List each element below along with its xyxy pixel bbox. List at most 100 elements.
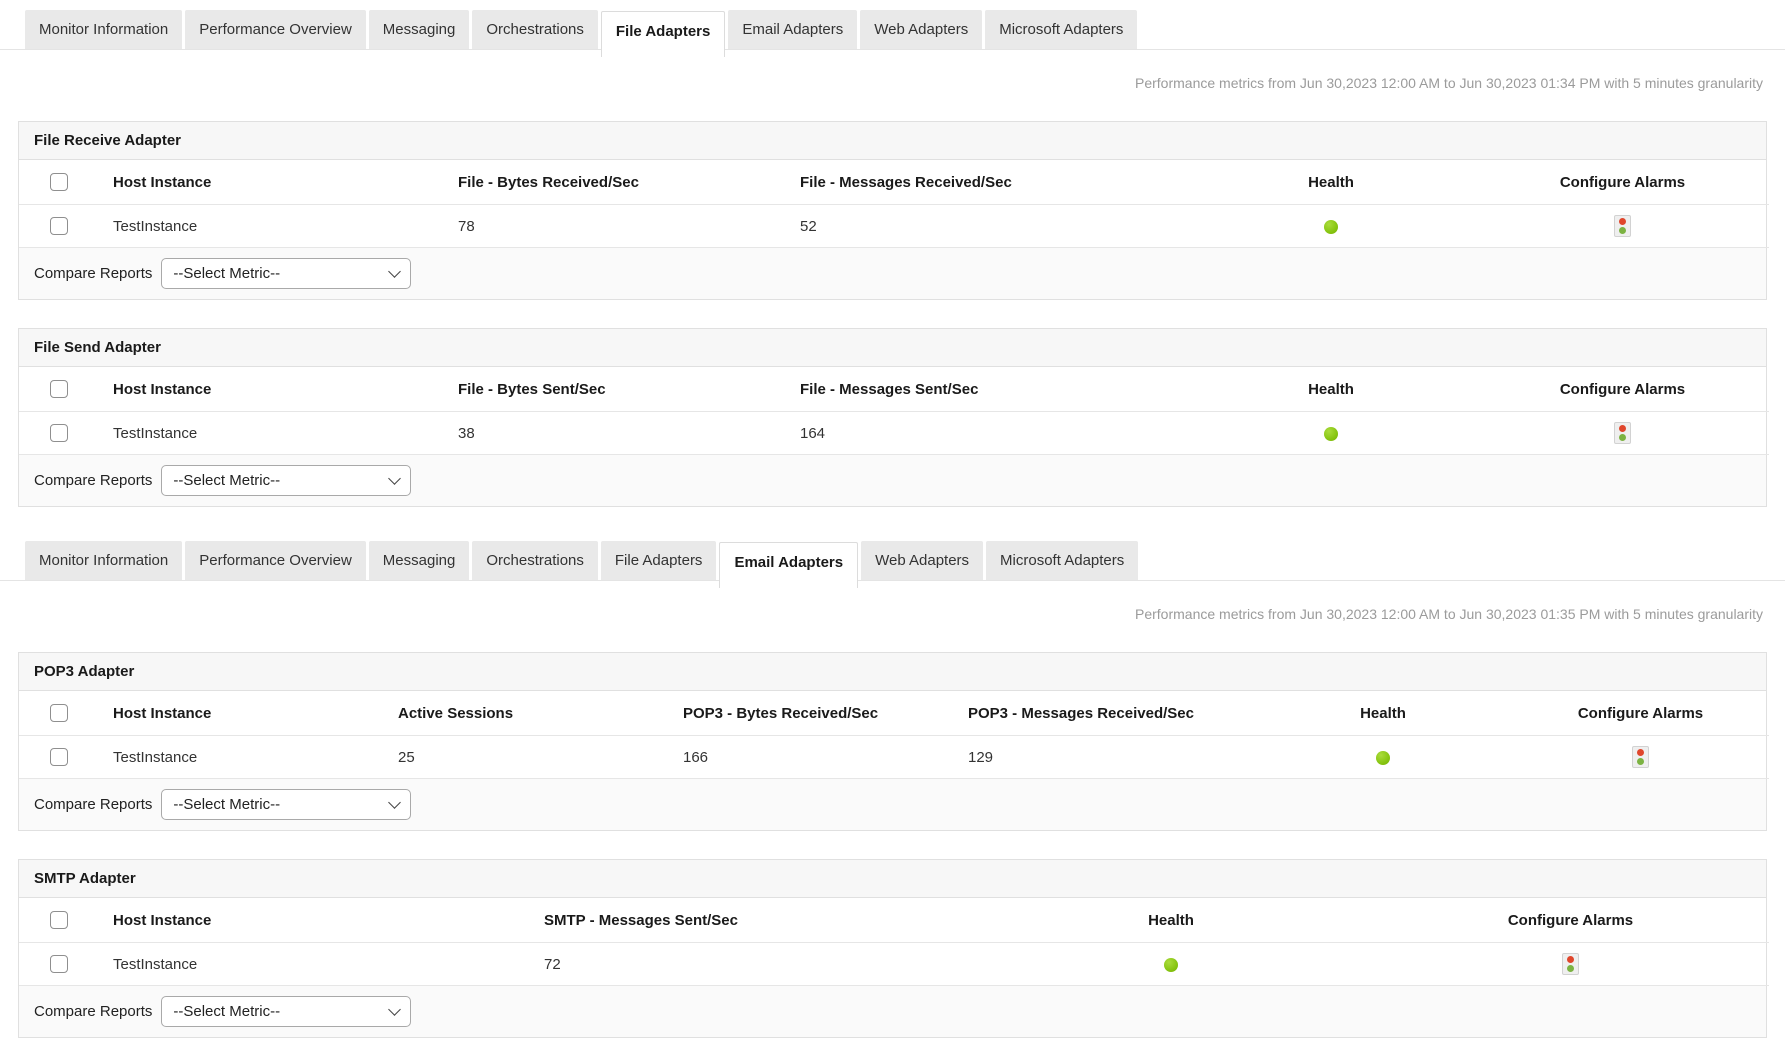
select-all-checkbox[interactable] [50,380,68,399]
table-row: TestInstance 72 [19,942,1769,987]
metric-select-dropdown[interactable]: --Select Metric-- [161,258,412,290]
metric-select-dropdown[interactable]: --Select Metric-- [161,465,412,497]
alarm-green-dot [1619,227,1626,235]
col-messages-received: File - Messages Received/Sec [786,160,1186,206]
alarm-red-dot [1619,218,1626,226]
tab-performance-overview[interactable]: Performance Overview [185,541,366,581]
health-ok-icon [1164,957,1178,972]
tab-file-adapters[interactable]: File Adapters [600,11,726,57]
health-ok-icon [1324,219,1338,234]
compare-reports-row: Compare Reports --Select Metric-- [19,986,1766,1038]
col-messages-sent: SMTP - Messages Sent/Sec [530,898,970,944]
configure-alarms-icon[interactable] [1562,953,1579,976]
tab-web-adapters[interactable]: Web Adapters [860,10,983,49]
col-host-instance: Host Instance [99,367,444,413]
section-title: File Receive Adapter [19,122,1766,160]
compare-reports-label: Compare Reports [34,1003,153,1021]
row-select-checkbox[interactable] [50,424,68,443]
row-select-checkbox[interactable] [50,748,68,767]
tab-bar-file-adapters: Monitor Information Performance Overview… [0,0,1785,57]
alarm-green-dot [1619,434,1626,442]
compare-reports-label: Compare Reports [34,472,153,490]
bytes-sent-cell: 38 [444,411,786,456]
alarm-red-dot [1567,956,1574,964]
compare-reports-label: Compare Reports [34,796,153,814]
col-health: Health [970,898,1372,944]
metric-select-value: --Select Metric-- [173,265,281,283]
messages-received-cell: 52 [786,204,1186,249]
table-header-row: Host Instance SMTP - Messages Sent/Sec H… [19,898,1769,944]
row-select-checkbox[interactable] [50,217,68,236]
col-messages-received: POP3 - Messages Received/Sec [954,691,1254,737]
col-health: Health [1186,367,1476,413]
section-title: File Send Adapter [19,329,1766,368]
tab-messaging[interactable]: Messaging [368,541,470,581]
host-instance-cell: TestInstance [99,735,384,780]
metrics-granularity-note: Performance metrics from Jun 30,2023 12:… [1135,75,1763,91]
messages-sent-cell: 164 [786,411,1186,456]
col-active-sessions: Active Sessions [384,691,669,737]
file-receive-adapter-table: Host Instance File - Bytes Received/Sec … [19,160,1769,249]
col-configure-alarms: Configure Alarms [1476,367,1769,413]
tab-orchestrations[interactable]: Orchestrations [472,10,598,49]
section-title: SMTP Adapter [19,860,1766,899]
chevron-down-icon [388,796,402,809]
select-all-checkbox[interactable] [50,704,68,723]
table-row: TestInstance 38 164 [19,411,1769,456]
tab-email-adapters[interactable]: Email Adapters [719,542,859,589]
alarm-green-dot [1637,758,1644,766]
configure-alarms-icon[interactable] [1632,746,1649,769]
file-send-adapter-table: Host Instance File - Bytes Sent/Sec File… [19,367,1769,456]
tab-monitor-information[interactable]: Monitor Information [25,541,183,581]
metric-select-value: --Select Metric-- [173,472,281,490]
metric-select-dropdown[interactable]: --Select Metric-- [161,789,412,821]
messages-received-cell: 129 [954,735,1254,780]
section-pop3-adapter: POP3 Adapter Host Instance Active Sessio… [18,652,1769,832]
col-host-instance: Host Instance [99,160,444,206]
metric-select-dropdown[interactable]: --Select Metric-- [161,996,412,1028]
col-host-instance: Host Instance [99,898,530,944]
tab-performance-overview[interactable]: Performance Overview [185,10,366,49]
configure-alarms-icon[interactable] [1614,215,1631,238]
col-bytes-received: POP3 - Bytes Received/Sec [669,691,954,737]
col-configure-alarms: Configure Alarms [1476,160,1769,206]
smtp-adapter-table: Host Instance SMTP - Messages Sent/Sec H… [19,898,1769,987]
col-health: Health [1254,691,1512,737]
compare-reports-row: Compare Reports --Select Metric-- [19,779,1766,831]
section-smtp-adapter: SMTP Adapter Host Instance SMTP - Messag… [18,859,1769,1038]
alarm-green-dot [1567,965,1574,973]
tab-email-adapters[interactable]: Email Adapters [728,10,858,49]
col-bytes-sent: File - Bytes Sent/Sec [444,367,786,413]
metrics-granularity-note: Performance metrics from Jun 30,2023 12:… [1135,606,1763,623]
bytes-received-cell: 78 [444,204,786,249]
table-header-row: Host Instance File - Bytes Sent/Sec File… [19,367,1769,413]
tab-microsoft-adapters[interactable]: Microsoft Adapters [986,541,1139,581]
compare-reports-row: Compare Reports --Select Metric-- [19,248,1766,300]
table-header-row: Host Instance File - Bytes Received/Sec … [19,160,1769,206]
tab-web-adapters[interactable]: Web Adapters [861,541,984,581]
chevron-down-icon [388,265,402,278]
health-ok-icon [1376,750,1390,765]
section-file-receive-adapter: File Receive Adapter Host Instance File … [18,121,1769,301]
select-all-checkbox[interactable] [50,911,68,930]
bytes-received-cell: 166 [669,735,954,780]
section-title: POP3 Adapter [19,653,1766,692]
host-instance-cell: TestInstance [99,411,444,456]
tab-microsoft-adapters[interactable]: Microsoft Adapters [985,10,1138,49]
metric-select-value: --Select Metric-- [173,1003,281,1021]
compare-reports-row: Compare Reports --Select Metric-- [19,455,1766,507]
select-all-checkbox[interactable] [50,173,68,192]
row-select-checkbox[interactable] [50,955,68,974]
chevron-down-icon [388,1003,402,1016]
tab-orchestrations[interactable]: Orchestrations [472,541,598,581]
configure-alarms-icon[interactable] [1614,422,1631,445]
pop3-adapter-table: Host Instance Active Sessions POP3 - Byt… [19,691,1769,780]
col-messages-sent: File - Messages Sent/Sec [786,367,1186,413]
section-file-send-adapter: File Send Adapter Host Instance File - B… [18,328,1769,508]
messages-sent-cell: 72 [530,942,970,987]
tab-monitor-information[interactable]: Monitor Information [25,10,183,49]
tab-messaging[interactable]: Messaging [368,10,470,49]
alarm-red-dot [1619,425,1626,433]
alarm-red-dot [1637,749,1644,757]
tab-file-adapters[interactable]: File Adapters [600,541,717,581]
